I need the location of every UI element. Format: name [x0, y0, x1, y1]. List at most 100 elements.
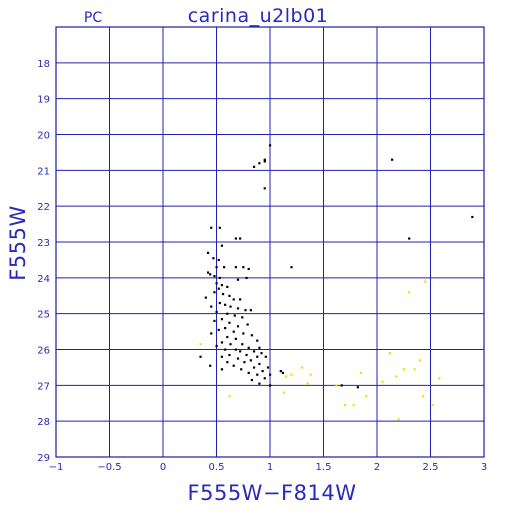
star-point [220, 341, 224, 344]
y-tick-label: 24 [37, 274, 50, 285]
star-point-yellow [199, 343, 202, 346]
star-point [220, 368, 224, 371]
star-point-yellow [408, 291, 411, 294]
star-point [215, 344, 218, 348]
star-point [234, 348, 237, 351]
y-tick-label: 19 [37, 95, 50, 106]
star-point [250, 378, 254, 382]
star-point [228, 321, 231, 324]
star-point [226, 335, 229, 339]
star-point [269, 144, 272, 147]
star-point [269, 373, 272, 376]
star-point [252, 366, 256, 369]
star-point [215, 266, 218, 269]
star-point [215, 310, 218, 314]
star-point-yellow [438, 377, 441, 380]
y-axis-label: F555W [6, 205, 30, 280]
tick-labels: −1 −0.5 0 0.5 1 1.5 2 2.5 3 18 19 20 21 22 23 24 25 26 27 2… [37, 59, 487, 473]
star-point [256, 339, 259, 342]
y-tick-label: 25 [37, 310, 50, 321]
star-point [226, 285, 229, 288]
star-point [245, 276, 248, 280]
star-point-yellow [309, 373, 312, 376]
star-point [209, 273, 212, 276]
star-point [236, 278, 240, 281]
star-point [250, 334, 254, 337]
star-point [241, 343, 244, 346]
star-point-yellow [343, 404, 347, 407]
star-point [263, 187, 266, 190]
chart-title: carina_u2lb01 [188, 5, 329, 27]
plot-frame [55, 26, 485, 458]
star-point [224, 327, 227, 330]
star-point [229, 343, 232, 346]
star-point [247, 267, 250, 271]
star-point [252, 165, 256, 168]
star-point [199, 355, 202, 358]
data-points [199, 144, 474, 421]
star-point [239, 298, 242, 301]
star-point [471, 215, 474, 219]
star-point [213, 291, 216, 294]
star-point [236, 325, 240, 328]
star-point-yellow [381, 380, 384, 383]
star-point [263, 160, 266, 163]
star-point [269, 384, 272, 387]
x-tick-label: 1.5 [316, 462, 332, 473]
star-point-yellow [306, 382, 309, 385]
star-point [220, 318, 224, 321]
star-point [221, 292, 225, 296]
x-tick-label: 0 [160, 462, 166, 473]
star-point [228, 353, 231, 357]
star-point-yellow [282, 391, 286, 394]
star-point [241, 316, 244, 319]
star-point [218, 276, 221, 280]
y-tick-label: 27 [37, 381, 50, 392]
star-point [213, 319, 216, 323]
star-point [356, 386, 359, 389]
star-point [234, 237, 237, 240]
star-point [233, 314, 236, 317]
star-point [266, 366, 270, 369]
star-point-yellow [365, 395, 368, 398]
star-point [252, 350, 256, 353]
star-point [217, 258, 220, 262]
star-point [236, 357, 240, 360]
star-point [260, 352, 263, 355]
star-point [408, 237, 411, 240]
star-point-yellow [335, 384, 338, 387]
y-tick-label: 18 [37, 59, 50, 70]
star-point [290, 266, 293, 269]
star-point-yellow [418, 359, 421, 362]
star-point [204, 296, 207, 299]
star-point [240, 368, 243, 371]
star-point [213, 275, 216, 278]
star-point [220, 284, 224, 287]
star-point [249, 359, 252, 362]
y-tick-label: 28 [37, 417, 50, 428]
star-point [239, 350, 242, 353]
y-tick-label: 22 [37, 202, 50, 213]
star-point [258, 362, 261, 366]
star-point [245, 353, 248, 357]
star-point [263, 158, 266, 161]
star-point [340, 384, 343, 387]
star-point-yellow [228, 395, 231, 398]
star-point [228, 294, 231, 297]
star-point-yellow [388, 352, 392, 355]
star-point [256, 373, 259, 376]
star-point [217, 287, 220, 290]
star-point [210, 305, 213, 308]
corner-label: PC [84, 10, 102, 26]
star-point-yellow [424, 280, 427, 283]
star-point [206, 271, 210, 274]
star-point [226, 312, 229, 315]
star-point [258, 382, 261, 385]
star-point-yellow [290, 373, 293, 376]
x-tick-label: 1 [267, 462, 273, 473]
star-point [247, 371, 250, 374]
star-point [242, 332, 245, 335]
x-tick-label: 3 [481, 462, 487, 473]
star-point [244, 309, 247, 312]
x-axis-label: F555W−F814W [188, 481, 357, 505]
